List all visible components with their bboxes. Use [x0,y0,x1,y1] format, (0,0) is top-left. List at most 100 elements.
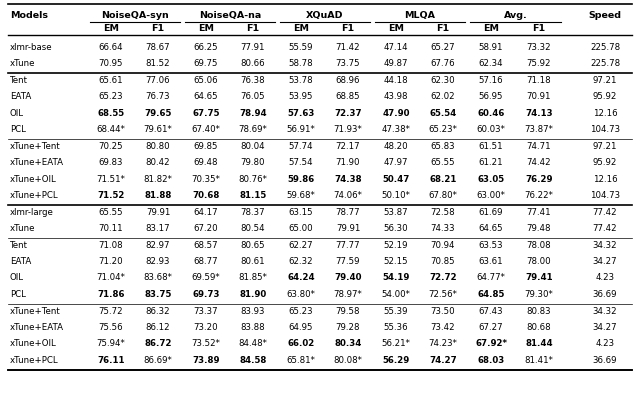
Text: 75.94*: 75.94* [97,340,125,349]
Text: 66.02: 66.02 [287,340,315,349]
Text: 53.95: 53.95 [289,92,313,101]
Text: 86.12: 86.12 [146,323,170,332]
Text: 68.96: 68.96 [336,76,360,84]
Text: xTune+PCL: xTune+PCL [10,356,59,365]
Text: 34.32: 34.32 [593,240,618,249]
Text: 66.64: 66.64 [99,43,124,52]
Text: 58.78: 58.78 [289,59,314,68]
Text: 76.38: 76.38 [241,76,266,84]
Text: 76.73: 76.73 [146,92,170,101]
Text: 55.36: 55.36 [384,323,408,332]
Text: 56.29: 56.29 [382,356,410,365]
Text: 60.46: 60.46 [477,108,505,117]
Text: 75.56: 75.56 [99,323,124,332]
Text: 65.61: 65.61 [99,76,124,84]
Text: 59.68*: 59.68* [287,191,316,200]
Text: 80.61: 80.61 [241,257,266,266]
Text: 79.61*: 79.61* [143,125,172,134]
Text: 74.23*: 74.23* [429,340,458,349]
Text: NoiseQA-syn: NoiseQA-syn [101,11,169,19]
Text: 80.83: 80.83 [527,307,551,316]
Text: PCL: PCL [10,125,26,134]
Text: 47.38*: 47.38* [381,125,410,134]
Text: 81.52: 81.52 [146,59,170,68]
Text: 80.65: 80.65 [241,240,266,249]
Text: OIL: OIL [10,273,24,282]
Text: 80.54: 80.54 [241,224,266,233]
Text: 50.47: 50.47 [382,175,410,184]
Text: F1: F1 [436,24,449,32]
Text: 68.55: 68.55 [97,108,125,117]
Text: 81.82*: 81.82* [143,175,172,184]
Text: 71.42: 71.42 [336,43,360,52]
Text: 104.73: 104.73 [590,191,620,200]
Text: 73.87*: 73.87* [525,125,554,134]
Text: 62.02: 62.02 [431,92,455,101]
Text: 66.25: 66.25 [194,43,218,52]
Text: 65.55: 65.55 [99,208,124,216]
Text: 64.95: 64.95 [289,323,313,332]
Text: xTune: xTune [10,59,35,68]
Text: 67.75: 67.75 [192,108,220,117]
Text: xTune+Tent: xTune+Tent [10,141,61,151]
Text: 53.78: 53.78 [289,76,314,84]
Text: 84.48*: 84.48* [239,340,268,349]
Text: 76.05: 76.05 [241,92,266,101]
Text: 71.51*: 71.51* [97,175,125,184]
Text: 78.37: 78.37 [241,208,266,216]
Text: 80.80: 80.80 [146,141,170,151]
Text: 104.73: 104.73 [590,125,620,134]
Text: XQuAD: XQuAD [307,11,344,19]
Text: 83.88: 83.88 [241,323,266,332]
Text: 56.30: 56.30 [384,224,408,233]
Text: xlmr-base: xlmr-base [10,43,52,52]
Text: 68.57: 68.57 [194,240,218,249]
Text: 63.15: 63.15 [289,208,314,216]
Text: 68.21: 68.21 [429,175,457,184]
Text: 83.68*: 83.68* [143,273,172,282]
Text: xlmr-large: xlmr-large [10,208,54,216]
Text: 73.52*: 73.52* [191,340,220,349]
Text: 65.54: 65.54 [429,108,456,117]
Text: 69.73: 69.73 [192,290,220,299]
Text: 95.92: 95.92 [593,158,617,167]
Text: 4.23: 4.23 [595,273,614,282]
Text: 60.03*: 60.03* [477,125,506,134]
Text: 73.20: 73.20 [194,323,218,332]
Text: 81.90: 81.90 [239,290,267,299]
Text: 73.89: 73.89 [192,356,220,365]
Text: 65.81*: 65.81* [287,356,316,365]
Text: 61.69: 61.69 [479,208,503,216]
Text: 83.93: 83.93 [241,307,265,316]
Text: 68.03: 68.03 [477,356,504,365]
Text: 61.51: 61.51 [479,141,503,151]
Text: 71.90: 71.90 [336,158,360,167]
Text: 78.08: 78.08 [527,240,551,249]
Text: 74.13: 74.13 [525,108,553,117]
Text: 63.53: 63.53 [479,240,503,249]
Text: F1: F1 [152,24,164,32]
Text: 58.91: 58.91 [479,43,503,52]
Text: 68.85: 68.85 [336,92,360,101]
Text: Models: Models [10,11,48,19]
Text: 63.61: 63.61 [479,257,503,266]
Text: 47.90: 47.90 [382,108,410,117]
Text: Avg.: Avg. [504,11,527,19]
Text: 57.74: 57.74 [289,141,314,151]
Text: 34.32: 34.32 [593,307,618,316]
Text: 79.41: 79.41 [525,273,553,282]
Text: 81.41*: 81.41* [525,356,554,365]
Text: 34.27: 34.27 [593,323,618,332]
Text: 83.75: 83.75 [144,290,172,299]
Text: 74.06*: 74.06* [333,191,362,200]
Text: F1: F1 [246,24,260,32]
Text: 36.69: 36.69 [593,290,617,299]
Text: 65.06: 65.06 [194,76,218,84]
Text: 52.15: 52.15 [384,257,408,266]
Text: 71.93*: 71.93* [333,125,362,134]
Text: 86.69*: 86.69* [143,356,172,365]
Text: 36.69: 36.69 [593,356,617,365]
Text: 72.17: 72.17 [336,141,360,151]
Text: 70.35*: 70.35* [191,175,220,184]
Text: 81.85*: 81.85* [239,273,268,282]
